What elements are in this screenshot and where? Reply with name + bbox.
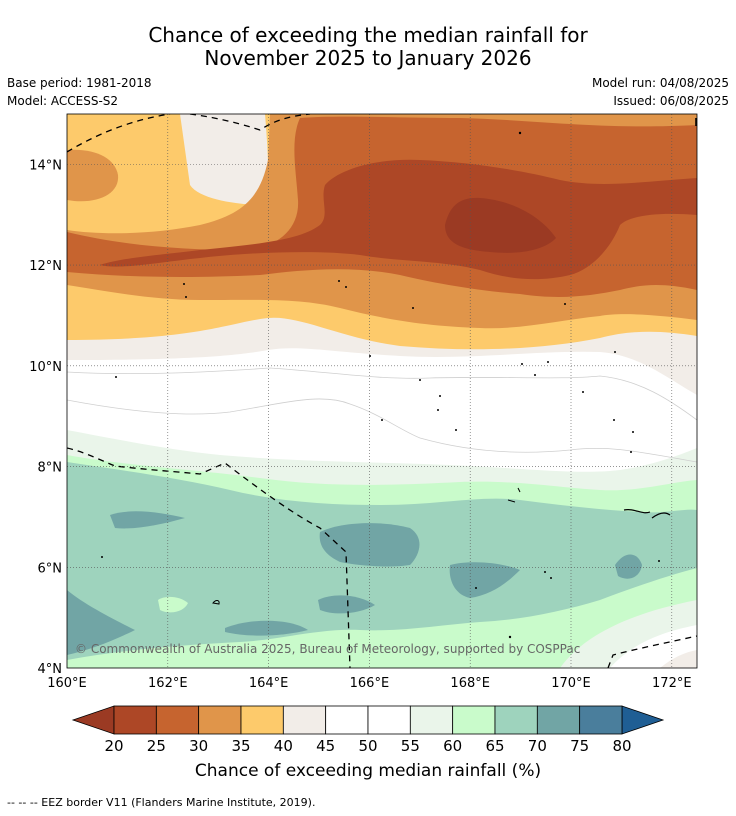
lon-tick-label: 172°E <box>652 676 692 691</box>
issued-text: Issued: 06/08/2025 <box>613 94 729 108</box>
chart-title-line1: Chance of exceeding the median rainfall … <box>148 23 588 47</box>
colorbar-tick-label: 40 <box>274 737 293 755</box>
colorbar-tick-label: 80 <box>612 737 631 755</box>
colorbar-tick-label: 45 <box>316 737 335 755</box>
colorbar-tick-label: 50 <box>358 737 377 755</box>
lon-tick-label: 168°E <box>450 676 490 691</box>
map-gridlines <box>67 114 697 668</box>
colorbar-swatch <box>452 705 496 735</box>
longitude-tick-labels: 160°E 162°E 164°E 166°E 168°E 170°E 172°E <box>47 676 691 691</box>
eez-border-south-east <box>607 635 697 668</box>
colorbar-tick-label: 20 <box>104 737 123 755</box>
band-70-75-c <box>110 511 185 529</box>
colorbar-swatch <box>240 705 284 735</box>
colorbar-tick-label: 70 <box>528 737 547 755</box>
colorbar-swatch <box>325 705 369 735</box>
band-70-75-b <box>449 562 520 598</box>
eez-border-south <box>67 447 351 668</box>
band-40-45-south <box>660 650 697 668</box>
lat-tick-label: 4°N <box>38 662 63 677</box>
base-period-text: Base period: 1981-2018 <box>7 76 152 90</box>
band-70-75-d <box>318 595 375 614</box>
contour-line-2 <box>67 398 697 463</box>
colorbar-tick-label: 35 <box>231 737 250 755</box>
band-below-20 <box>445 197 556 253</box>
lat-tick-label: 8°N <box>38 461 63 476</box>
lon-tick-label: 170°E <box>551 676 591 691</box>
model-run-text: Model run: 04/08/2025 <box>591 76 729 90</box>
band-70-75-g <box>67 590 135 655</box>
colorbar-swatch <box>409 705 454 735</box>
lon-tick-label: 160°E <box>47 676 87 691</box>
lat-tick-label: 14°N <box>29 158 62 173</box>
map-frame <box>66 113 698 669</box>
band-70-75-e <box>225 620 308 636</box>
eez-legend-text: -- -- -- EEZ border V11 (Flanders Marine… <box>7 796 316 809</box>
copyright-text: © Commonwealth of Australia 2025, Bureau… <box>75 642 580 656</box>
colorbar-tick-label: 75 <box>570 737 589 755</box>
colorbar-swatch <box>113 705 157 735</box>
colorbar-tick-label: 65 <box>485 737 504 755</box>
lon-tick-label: 164°E <box>249 676 289 691</box>
colorbar-tick-label: 30 <box>189 737 208 755</box>
contour-line-1 <box>67 367 697 421</box>
colorbar-low-extend <box>71 705 115 735</box>
colorbar-high-extend <box>621 705 665 735</box>
colorbar-swatch <box>155 705 200 735</box>
colorbar-swatch <box>282 705 327 735</box>
band-60-65-patch <box>158 596 188 613</box>
lon-tick-label: 166°E <box>350 676 390 691</box>
island-mark-west <box>212 600 220 605</box>
band-20-25 <box>100 159 697 280</box>
lon-tick-label: 162°E <box>148 676 188 691</box>
colorbar-swatch <box>579 705 623 735</box>
colorbar-label: Chance of exceeding median rainfall (%) <box>194 761 542 781</box>
colorbar-swatch <box>494 705 538 735</box>
colorbar-tick-label: 55 <box>401 737 420 755</box>
colorbar-swatch <box>367 705 411 735</box>
lat-tick-label: 10°N <box>29 360 62 375</box>
model-text: Model: ACCESS-S2 <box>7 94 119 108</box>
colorbar-swatch <box>536 705 581 735</box>
map-field <box>67 114 697 668</box>
band-50-55-south <box>610 625 697 668</box>
island-marks-mid <box>507 487 521 503</box>
band-30-35-patch <box>67 149 119 202</box>
band-40-45-patch <box>180 114 269 205</box>
latitude-tick-labels: 4°N 6°N 8°N 10°N 12°N 14°N <box>29 158 62 677</box>
lat-tick-label: 6°N <box>38 561 63 576</box>
colorbar-tick-label: 25 <box>147 737 166 755</box>
meta-right: Model run: 04/08/2025 Issued: 06/08/2025 <box>592 74 729 110</box>
colorbar-tick-label: 60 <box>443 737 462 755</box>
island-dots <box>101 131 660 639</box>
band-70-75-a <box>319 523 420 567</box>
eez-border-north-mid <box>189 114 311 131</box>
island-marks-east <box>623 509 671 519</box>
meta-left: Base period: 1981-2018 Model: ACCESS-S2 <box>7 74 152 110</box>
band-70-75-f <box>615 554 642 579</box>
colorbar-swatch <box>198 705 242 735</box>
lat-tick-label: 12°N <box>29 259 62 274</box>
chart-title-line2: November 2025 to January 2026 <box>204 46 532 70</box>
colorbar: 20 25 30 35 40 45 50 55 60 65 70 75 80 <box>71 705 665 755</box>
